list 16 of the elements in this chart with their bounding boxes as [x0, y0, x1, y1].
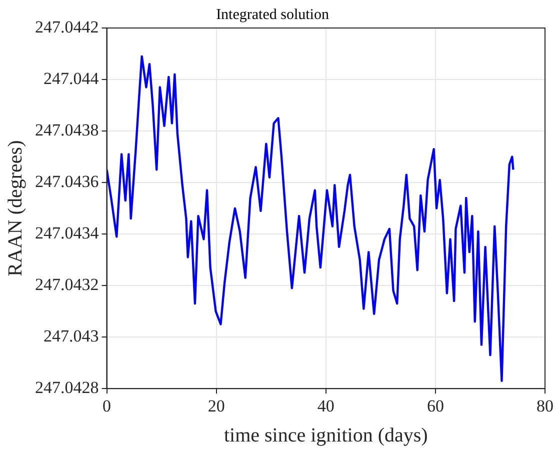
x-tick-label: 0: [102, 396, 111, 416]
x-tick-label: 40: [317, 396, 334, 416]
x-axis-title: time since ignition (days): [224, 424, 428, 446]
y-axis-title: RAAN (degrees): [4, 140, 26, 276]
y-tick-label: 247.0438: [35, 120, 99, 140]
y-tick-label: 247.044: [44, 68, 100, 88]
y-tick-label: 247.0434: [35, 224, 100, 243]
y-tick-label: 247.0432: [35, 275, 99, 294]
y-tick-label: 247.0442: [35, 17, 99, 36]
x-tick-label: 20: [208, 396, 225, 416]
x-tick-label: 60: [426, 396, 444, 416]
x-tick-label: 80: [536, 396, 554, 416]
y-tick-label: 247.0436: [35, 172, 99, 192]
y-tick-label: 247.0428: [35, 378, 99, 398]
chart-title: Integrated solution: [216, 6, 330, 23]
y-tick-label: 247.043: [44, 326, 99, 346]
